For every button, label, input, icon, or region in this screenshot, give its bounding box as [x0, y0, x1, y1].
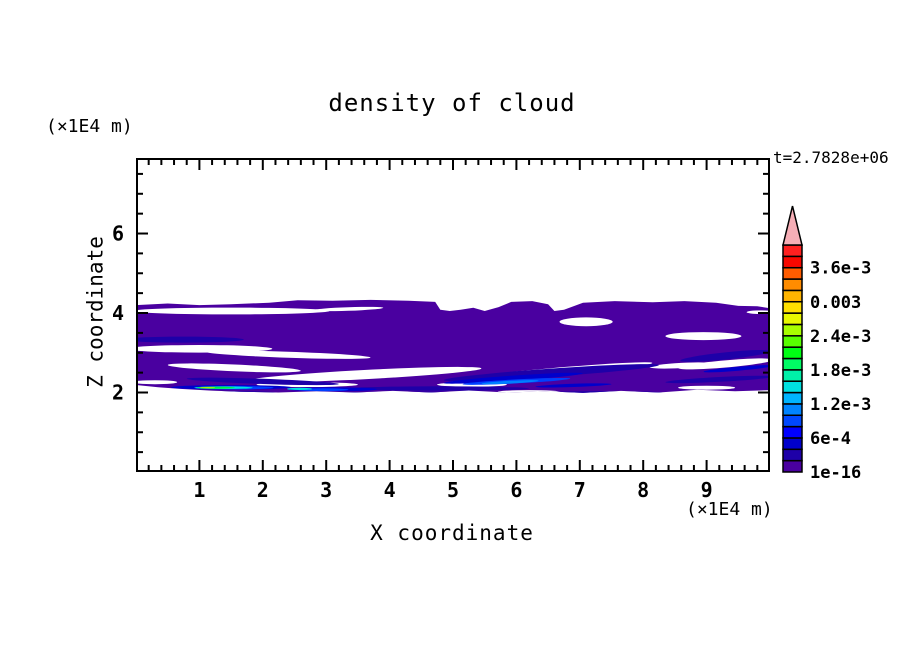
- y-tick-label: 4: [112, 301, 124, 325]
- x-tick-label: 4: [384, 478, 396, 502]
- colorbar-segment: [782, 448, 803, 462]
- x-tick-label: 6: [510, 478, 522, 502]
- cloud-hole: [136, 380, 178, 385]
- cloud-hole: [649, 362, 713, 369]
- x-tick-label: 8: [637, 478, 649, 502]
- colorbar-segment: [782, 346, 803, 360]
- y-tick-label: 6: [112, 222, 124, 246]
- cloud-hole: [678, 358, 770, 370]
- cloud-streak: [338, 391, 492, 393]
- x-tick-label: 1: [193, 478, 205, 502]
- cloud-hole: [497, 390, 561, 393]
- cloud-streak: [148, 390, 276, 393]
- cloud-hole: [167, 363, 301, 373]
- x-tick-label: 5: [447, 478, 459, 502]
- cloud-hole: [559, 317, 613, 327]
- x-tick-label: 9: [701, 478, 713, 502]
- colorbar-label: 2.4e-3: [810, 327, 871, 347]
- cloud-hole: [678, 385, 736, 390]
- colorbar-segment: [782, 266, 803, 280]
- colorbar-segment: [782, 289, 803, 303]
- colorbar-segment: [782, 278, 803, 292]
- colorbar-segment: [782, 255, 803, 269]
- colorbar-segment: [782, 369, 803, 382]
- colorbar-segment: [782, 357, 803, 371]
- colorbar-segment: [782, 437, 803, 451]
- cloud-hole: [665, 332, 742, 341]
- colorbar-segment: [782, 425, 803, 439]
- cloud-streak: [136, 336, 244, 343]
- colorbar-segment: [782, 301, 803, 314]
- colorbar-overflow-arrow: [782, 205, 803, 246]
- cloud-streak: [186, 377, 339, 386]
- cloud-hole: [205, 350, 371, 359]
- colorbar-label: 1e-16: [810, 463, 861, 483]
- cloud-hole: [247, 366, 482, 383]
- colorbar-segment: [782, 312, 803, 326]
- y-tick-label: 2: [112, 381, 124, 405]
- colorbar-label: 0.003: [810, 293, 861, 313]
- colorbar-label: 1.2e-3: [810, 395, 871, 415]
- cloud-hole: [313, 306, 384, 312]
- colorbar-segment: [782, 459, 803, 473]
- colorbar-segment: [782, 380, 803, 394]
- figure-title: density of cloud: [328, 89, 576, 117]
- y-axis-unit-label: (×1E4 m): [46, 116, 133, 137]
- x-tick-label: 3: [320, 478, 332, 502]
- colorbar-label: 6e-4: [810, 429, 851, 449]
- colorbar-segment: [782, 244, 803, 258]
- x-axis-title: X coordinate: [370, 521, 534, 545]
- cloud-streak: [535, 383, 612, 388]
- colorbar-segment: [782, 414, 803, 428]
- cloud-streak: [680, 349, 770, 362]
- colorbar-label: 1.8e-3: [810, 361, 871, 381]
- colorbar-segment: [782, 403, 803, 416]
- cloud-hole: [136, 307, 330, 315]
- cloud-streak: [481, 380, 539, 385]
- cloud-streak: [200, 387, 216, 389]
- cloud-streak: [443, 372, 583, 384]
- time-annotation: t=2.7828e+06: [773, 148, 889, 167]
- x-tick-label: 2: [257, 478, 269, 502]
- colorbar-segment: [782, 391, 803, 405]
- cloud-streak: [351, 386, 530, 391]
- colorbar-segment: [782, 323, 803, 337]
- x-axis-unit-label: (×1E4 m): [686, 499, 773, 520]
- cloud-streak: [286, 387, 313, 390]
- cloud-streak: [548, 391, 663, 393]
- cloud-streak: [665, 375, 770, 384]
- x-tick-label: 7: [574, 478, 586, 502]
- cloud-streak: [703, 365, 770, 373]
- colorbar-label: 3.6e-3: [810, 259, 871, 279]
- colorbar-segment: [782, 335, 803, 348]
- cloud-detail-layer: [136, 306, 770, 393]
